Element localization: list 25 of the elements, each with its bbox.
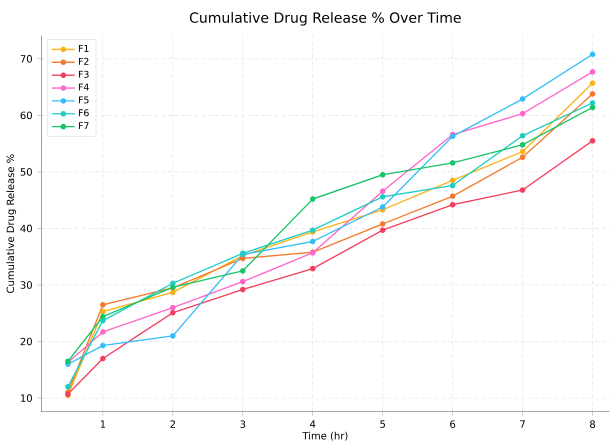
x-axis-title: Time (hr)	[302, 432, 348, 441]
x-tick-label: 7	[520, 420, 525, 428]
legend-label: F2	[78, 58, 88, 65]
x-tick-label: 1	[100, 420, 106, 428]
legend-label: F4	[78, 84, 89, 90]
legend-label: F1	[78, 45, 88, 52]
y-tick-label: 30	[20, 281, 32, 289]
x-tick-label: 6	[450, 420, 456, 428]
legend-label: F3	[78, 70, 89, 78]
legend-label: F7	[78, 122, 89, 130]
chart-title: Cumulative Drug Release % Over Time	[190, 12, 461, 26]
x-tick-label: 4	[310, 420, 316, 428]
y-tick-label: 50	[20, 168, 32, 176]
legend-label: F6	[78, 109, 89, 116]
x-tick-label: 2	[170, 420, 176, 428]
y-tick-label: 70	[20, 55, 32, 63]
y-tick-label: 40	[20, 224, 32, 232]
x-tick-label: 8	[590, 420, 596, 428]
x-tick-label: 5	[380, 420, 385, 428]
y-tick-label: 20	[20, 338, 32, 346]
y-tick-label: 60	[20, 112, 32, 120]
legend-label: F5	[78, 96, 89, 104]
x-tick-label: 3	[240, 420, 246, 428]
y-tick-label: 10	[21, 394, 32, 402]
y-axis-title: Cumulative Drug Release %	[6, 154, 16, 293]
